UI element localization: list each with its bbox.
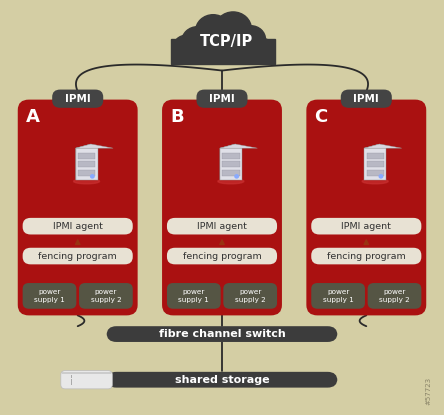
Bar	[222, 161, 240, 167]
FancyBboxPatch shape	[196, 90, 248, 108]
FancyBboxPatch shape	[311, 248, 421, 264]
Text: power
supply 2: power supply 2	[235, 289, 266, 303]
Polygon shape	[364, 144, 380, 180]
FancyBboxPatch shape	[341, 90, 392, 108]
Text: TCP/IP: TCP/IP	[200, 34, 253, 49]
Circle shape	[201, 24, 243, 63]
Bar	[366, 161, 384, 167]
Bar	[71, 379, 72, 382]
Bar	[71, 376, 72, 378]
Text: #57723: #57723	[425, 376, 432, 405]
FancyBboxPatch shape	[18, 100, 138, 315]
Circle shape	[91, 175, 94, 178]
Bar	[78, 161, 95, 167]
Text: power
supply 1: power supply 1	[323, 289, 353, 303]
Text: power
supply 1: power supply 1	[34, 289, 65, 303]
Text: IPMI agent: IPMI agent	[53, 222, 103, 231]
Circle shape	[215, 12, 251, 46]
Polygon shape	[220, 148, 242, 180]
Circle shape	[173, 35, 200, 60]
Bar	[366, 170, 384, 176]
FancyBboxPatch shape	[61, 371, 112, 389]
Text: IPMI agent: IPMI agent	[197, 222, 247, 231]
Bar	[222, 170, 240, 176]
FancyBboxPatch shape	[162, 100, 282, 315]
Text: power
supply 1: power supply 1	[178, 289, 209, 303]
Polygon shape	[75, 144, 113, 148]
Bar	[62, 372, 111, 374]
Text: C: C	[314, 108, 328, 126]
FancyBboxPatch shape	[368, 283, 421, 309]
Ellipse shape	[74, 179, 99, 184]
Bar	[171, 39, 275, 64]
Circle shape	[236, 26, 266, 53]
Text: IPMI: IPMI	[209, 94, 235, 104]
Polygon shape	[364, 148, 386, 180]
Text: power
supply 2: power supply 2	[379, 289, 410, 303]
Bar	[78, 153, 95, 159]
Circle shape	[250, 38, 274, 61]
Circle shape	[195, 15, 231, 48]
FancyBboxPatch shape	[167, 283, 221, 309]
FancyBboxPatch shape	[107, 372, 337, 388]
Polygon shape	[220, 144, 258, 148]
Text: fibre channel switch: fibre channel switch	[159, 329, 285, 339]
FancyBboxPatch shape	[223, 283, 277, 309]
FancyBboxPatch shape	[23, 218, 133, 234]
Bar	[78, 170, 95, 176]
Text: IPMI: IPMI	[353, 94, 379, 104]
Text: IPMI: IPMI	[65, 94, 91, 104]
Text: B: B	[170, 108, 184, 126]
Text: IPMI agent: IPMI agent	[341, 222, 391, 231]
Polygon shape	[220, 144, 235, 180]
FancyBboxPatch shape	[167, 218, 277, 234]
Text: A: A	[26, 108, 40, 126]
Polygon shape	[75, 144, 91, 180]
FancyBboxPatch shape	[107, 326, 337, 342]
Circle shape	[182, 27, 214, 56]
Polygon shape	[75, 148, 98, 180]
FancyBboxPatch shape	[79, 283, 133, 309]
Ellipse shape	[362, 179, 388, 184]
Bar	[222, 153, 240, 159]
Text: power
supply 2: power supply 2	[91, 289, 121, 303]
Circle shape	[379, 175, 383, 178]
Bar	[71, 382, 72, 385]
Text: fencing program: fencing program	[182, 251, 262, 261]
Text: fencing program: fencing program	[38, 251, 117, 261]
FancyBboxPatch shape	[52, 90, 103, 108]
FancyBboxPatch shape	[311, 218, 421, 234]
FancyBboxPatch shape	[23, 248, 133, 264]
FancyBboxPatch shape	[167, 248, 277, 264]
FancyBboxPatch shape	[306, 100, 426, 315]
FancyBboxPatch shape	[23, 283, 76, 309]
Text: shared storage: shared storage	[174, 375, 270, 385]
Bar	[366, 153, 384, 159]
Polygon shape	[364, 144, 402, 148]
Text: fencing program: fencing program	[327, 251, 406, 261]
Circle shape	[235, 175, 238, 178]
Ellipse shape	[218, 179, 244, 184]
FancyBboxPatch shape	[311, 283, 365, 309]
